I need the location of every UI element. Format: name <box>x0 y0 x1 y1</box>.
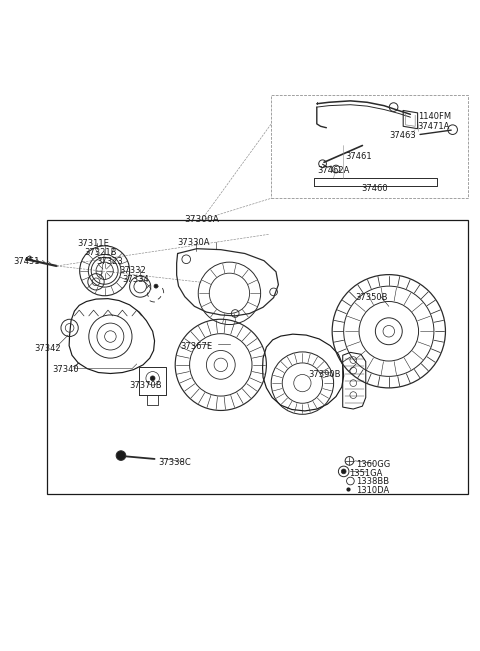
Text: 37311E: 37311E <box>77 240 108 249</box>
Text: 37370B: 37370B <box>130 381 162 391</box>
Text: 37330A: 37330A <box>178 238 210 247</box>
Text: 37321B: 37321B <box>84 248 117 257</box>
Text: 37390B: 37390B <box>308 370 341 379</box>
Text: 37334: 37334 <box>122 275 149 284</box>
Text: 37461: 37461 <box>346 152 372 161</box>
Text: 37367E: 37367E <box>180 342 212 351</box>
Text: 1310DA: 1310DA <box>356 486 389 495</box>
Text: 37332: 37332 <box>119 266 146 275</box>
Text: 1140FM
37471A: 1140FM 37471A <box>418 112 451 132</box>
Text: 37323: 37323 <box>96 256 123 266</box>
Circle shape <box>150 376 155 381</box>
Text: 1351GA: 1351GA <box>349 469 383 478</box>
Circle shape <box>341 469 346 474</box>
Circle shape <box>154 284 158 288</box>
Text: 37463: 37463 <box>389 132 416 141</box>
Text: 37300A: 37300A <box>184 215 219 225</box>
Text: 1338BB: 1338BB <box>356 477 389 486</box>
Text: 1360GG: 1360GG <box>356 460 390 469</box>
Text: 37340: 37340 <box>52 365 78 374</box>
Text: 37451: 37451 <box>13 256 40 266</box>
Circle shape <box>116 450 126 460</box>
Text: 37462A: 37462A <box>317 167 349 175</box>
Text: 37350B: 37350B <box>355 293 388 302</box>
Text: 37342: 37342 <box>35 344 61 353</box>
Text: 37460: 37460 <box>361 184 388 193</box>
Text: 37338C: 37338C <box>158 458 191 467</box>
